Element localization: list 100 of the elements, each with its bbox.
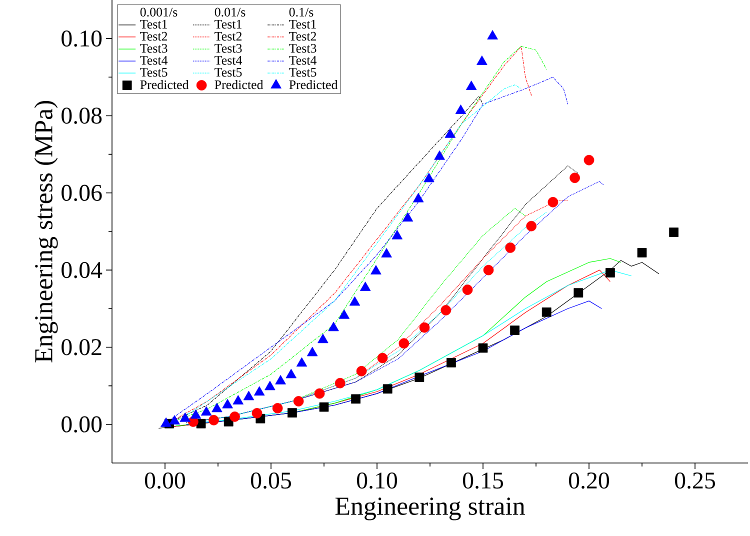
legend-label: Test1: [289, 20, 316, 29]
point: [434, 150, 445, 160]
annotation: 0.001/s: [140, 8, 178, 17]
x-tick-label: 0.15: [462, 472, 503, 489]
point: [360, 282, 371, 292]
point: [272, 403, 283, 414]
legend-label: Test4: [140, 56, 168, 65]
point: [293, 396, 304, 406]
point: [230, 412, 240, 422]
point: [446, 358, 456, 368]
legend-label: Predicted: [289, 80, 338, 90]
legend-label: Test5: [289, 68, 316, 77]
legend-label: Predicted: [140, 80, 189, 90]
point: [318, 334, 328, 344]
point: [398, 338, 410, 349]
point: [402, 212, 414, 222]
point: [455, 104, 466, 114]
x-tick-label: 0.10: [356, 472, 398, 489]
legend-label: Test1: [140, 20, 167, 29]
point: [462, 284, 473, 295]
x-tick-label: 0.20: [568, 472, 610, 489]
point: [476, 56, 488, 65]
x-tick-label: 0.25: [674, 472, 715, 489]
point: [288, 408, 297, 418]
x-tick-label: 0.00: [144, 472, 186, 489]
point: [319, 402, 329, 412]
y-tick-label: 0.04: [62, 262, 102, 278]
point: [505, 242, 516, 253]
point: [377, 352, 388, 364]
point: [252, 408, 262, 418]
point: [606, 268, 615, 278]
legend-label: Test2: [140, 32, 168, 41]
legend-label: Test2: [289, 32, 316, 41]
point: [370, 265, 382, 274]
point: [526, 220, 537, 232]
point: [487, 30, 498, 40]
point: [466, 80, 477, 90]
point: [232, 395, 244, 404]
x-axis-title: Engineering strain: [335, 498, 525, 520]
y-axis-title: Engineering stress (MPa): [34, 100, 58, 362]
point: [444, 128, 456, 138]
point: [160, 417, 172, 427]
point: [584, 154, 594, 166]
point: [356, 366, 367, 376]
legend-label: Test4: [289, 56, 317, 65]
point: [574, 288, 584, 298]
legend-label: Test3: [140, 44, 168, 53]
point: [440, 305, 452, 316]
point: [275, 375, 286, 384]
point: [542, 307, 552, 317]
point: [424, 172, 434, 182]
legend-label: Test1: [214, 20, 242, 29]
point: [243, 390, 254, 400]
point: [412, 192, 424, 202]
legend-label: Test5: [214, 68, 242, 77]
point: [381, 248, 392, 258]
point: [349, 296, 360, 306]
point: [208, 414, 219, 426]
point: [334, 378, 346, 388]
point: [570, 172, 580, 184]
legend-label: Test2: [214, 32, 242, 41]
point: [328, 322, 339, 332]
point: [637, 248, 647, 258]
legend-label: Test3: [289, 44, 316, 53]
point: [222, 398, 233, 408]
point: [669, 228, 678, 237]
y-tick-label: 0.10: [62, 30, 102, 47]
point: [286, 368, 297, 378]
y-tick-label: 0.02: [62, 339, 102, 356]
point: [351, 394, 360, 404]
point: [414, 372, 424, 382]
legend-label: Test3: [214, 44, 242, 53]
point: [169, 415, 180, 425]
y-tick-label: 0.00: [62, 416, 102, 433]
point: [296, 357, 308, 367]
point: [314, 388, 325, 399]
point: [548, 196, 558, 208]
point: [382, 384, 392, 394]
annotation: 0.1/s: [289, 8, 314, 17]
point: [510, 326, 520, 335]
point: [392, 230, 403, 240]
point: [264, 380, 276, 390]
point: [306, 346, 318, 356]
y-tick-label: 0.08: [62, 108, 102, 124]
legend-label: Test4: [214, 56, 242, 65]
point: [254, 386, 265, 396]
point: [190, 409, 202, 419]
x-tick-label: 0.05: [250, 472, 291, 489]
point: [478, 343, 488, 353]
point: [483, 264, 494, 276]
y-tick-label: 0.06: [62, 184, 102, 202]
point: [200, 406, 212, 416]
point: [338, 309, 350, 319]
point: [419, 322, 430, 333]
point: [180, 412, 191, 422]
legend-label: Predicted: [214, 80, 264, 90]
legend-label: Test5: [140, 68, 168, 77]
point: [212, 402, 222, 412]
line-series: [186, 300, 602, 425]
annotation: 0.01/s: [214, 8, 246, 17]
